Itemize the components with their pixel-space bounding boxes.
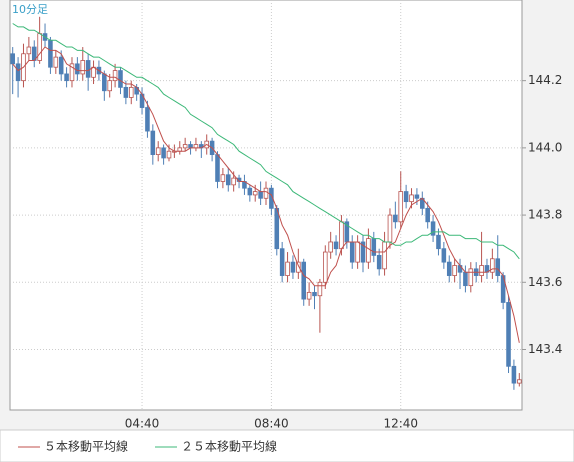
candle-body (479, 265, 484, 276)
candle-body (85, 60, 91, 78)
candle-body (37, 33, 42, 61)
candle-body (112, 70, 118, 82)
candle-body (393, 214, 398, 223)
candle-body (414, 194, 420, 199)
labels: 143.4 143.6 143.8 144.0 144.2 04:40 08:40 12:40… (18, 73, 562, 454)
candle-body (446, 261, 452, 276)
candle-body (517, 379, 522, 384)
candle-body (145, 107, 150, 132)
candle-body (366, 238, 371, 263)
candle-body (231, 177, 236, 186)
candle-body (296, 261, 301, 273)
candle-body (290, 261, 296, 273)
candle-body (312, 291, 317, 297)
candle-body (69, 63, 75, 82)
moving-average-line (12, 23, 520, 260)
candle-body (463, 271, 468, 287)
candle-body (102, 73, 107, 92)
candle-body (441, 248, 447, 263)
candle-body (279, 248, 285, 276)
candle-body (53, 56, 59, 68)
candle-body (511, 365, 517, 384)
candle-body (75, 63, 80, 75)
candle-body (215, 154, 220, 182)
candle-body (506, 302, 511, 367)
candle-body (452, 265, 457, 276)
candle-body (263, 187, 269, 199)
candle-body (468, 268, 474, 287)
y-tick-label: 143.4 (528, 342, 562, 356)
candle-body (333, 241, 339, 250)
candle-body (26, 46, 32, 55)
candle-body (360, 241, 366, 263)
candle-body (387, 214, 393, 243)
candle-body (409, 194, 414, 203)
candle-body (252, 191, 258, 196)
candle-body (382, 241, 387, 270)
candle-body (301, 261, 307, 300)
candle-body (80, 60, 86, 75)
candle-body (317, 281, 323, 297)
x-tick-label: 08:40 (254, 417, 289, 431)
candle-body (225, 174, 231, 186)
candle-body (150, 130, 156, 155)
candle-body (10, 53, 15, 65)
candle-body (322, 251, 328, 283)
candle-body (398, 191, 404, 223)
y-tick-label: 144.2 (528, 73, 562, 87)
candle-body (430, 221, 436, 236)
candle-body (118, 70, 123, 88)
candle-body (258, 191, 263, 199)
candle-body (166, 150, 172, 159)
marks (10, 16, 522, 390)
candle-body (328, 241, 333, 253)
candle-body (274, 207, 280, 250)
candle-body (339, 221, 344, 250)
candle-body (58, 56, 64, 75)
legend-box (0, 429, 574, 462)
candle-body (220, 174, 226, 182)
candle-body (306, 291, 312, 300)
candle-body (128, 86, 134, 98)
candle-body (436, 234, 441, 250)
candle-body (247, 187, 253, 196)
candle-body (403, 191, 409, 203)
candle-body (48, 39, 53, 68)
candle-body (376, 255, 382, 270)
candle-body (123, 86, 129, 98)
candle-body (182, 144, 188, 149)
candle-body (15, 63, 21, 82)
candle-body (349, 241, 355, 263)
legend-label: ５本移動平均線 (44, 439, 128, 454)
candle-body (495, 258, 501, 276)
y-tick-label: 143.8 (528, 208, 562, 222)
candle-body (188, 144, 193, 149)
chart-title: 10分足 (12, 3, 48, 16)
candle-body (425, 207, 430, 223)
legend-label: ２５本移動平均線 (181, 439, 277, 454)
candle-body (91, 66, 96, 78)
candle-body (161, 147, 166, 159)
moving-average-line (12, 46, 520, 343)
x-tick-label: 12:40 (383, 417, 418, 431)
candle-body (107, 80, 112, 92)
x-tick-label: 04:40 (125, 417, 160, 431)
candle-body (285, 261, 290, 276)
y-tick-label: 143.6 (528, 275, 562, 289)
candle-body (371, 238, 377, 256)
candle-body (64, 73, 69, 82)
candle-body (355, 241, 360, 263)
candle-body (490, 258, 495, 273)
y-tick-label: 144.0 (528, 140, 562, 154)
candle-body (193, 144, 199, 149)
candle-body (155, 147, 161, 155)
